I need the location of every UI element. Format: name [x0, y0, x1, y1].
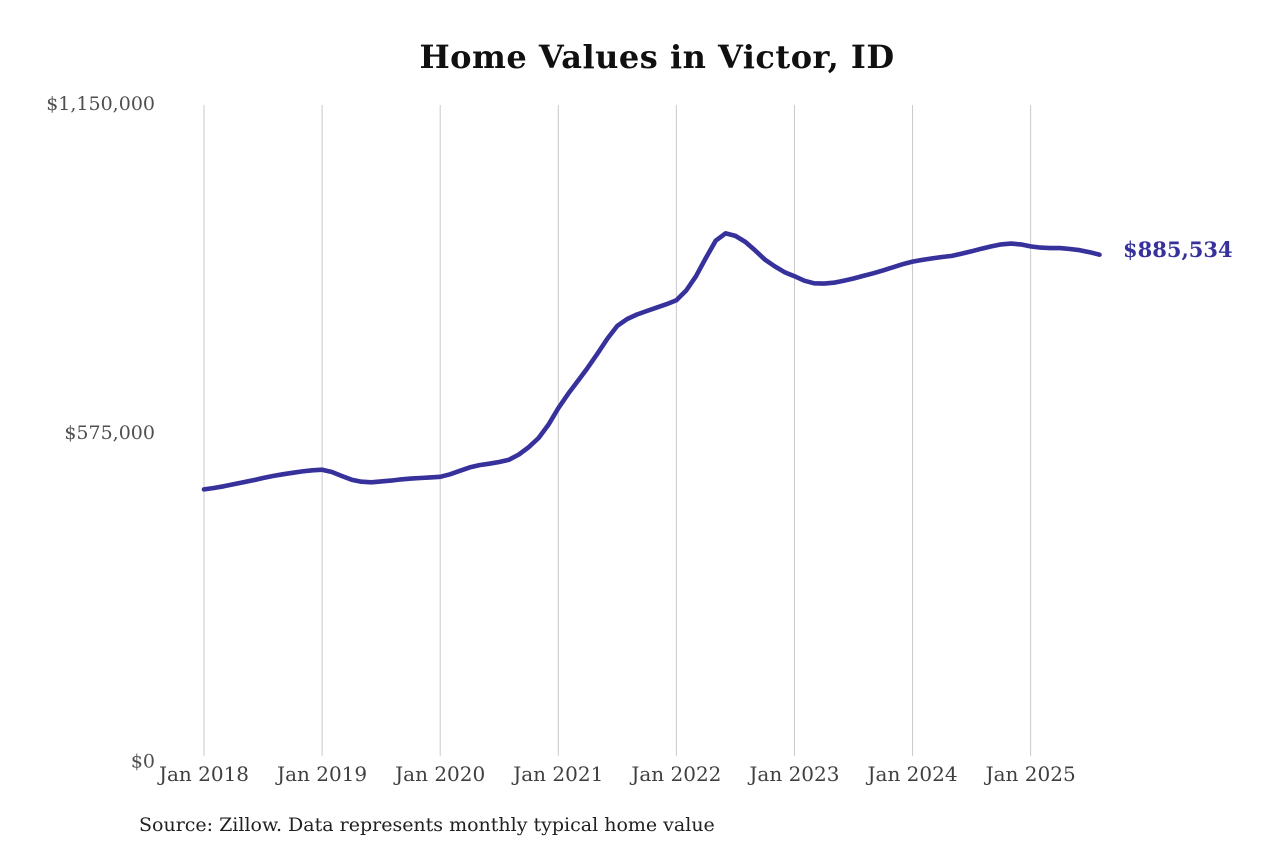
year-gridlines: [203, 105, 1032, 756]
x-axis-tick-label: Jan 2023: [747, 762, 839, 786]
chart-title: Home Values in Victor, ID: [419, 38, 895, 76]
x-axis-tick-label: Jan 2018: [157, 762, 249, 786]
x-axis-tick-label: Jan 2021: [511, 762, 603, 786]
x-axis-tick-label: Jan 2020: [393, 762, 485, 786]
y-axis-tick-labels: $1,150,000 $575,000 $0: [46, 93, 155, 773]
home-value-line: [201, 231, 1102, 492]
source-note: Source: Zillow. Data represents monthly …: [139, 814, 715, 836]
x-axis-tick-labels: Jan 2018 Jan 2019 Jan 2020 Jan 2021 Jan 2022…: [157, 762, 1076, 786]
x-axis-tick-label: Jan 2025: [984, 762, 1076, 786]
y-axis-tick-label: $575,000: [64, 422, 155, 444]
x-axis-tick-label: Jan 2022: [629, 762, 721, 786]
y-axis-tick-label: $0: [131, 751, 155, 773]
x-axis-tick-label: Jan 2019: [275, 762, 367, 786]
latest-value-label: $885,534: [1123, 237, 1233, 262]
x-axis-tick-label: Jan 2024: [866, 762, 958, 786]
y-axis-tick-label: $1,150,000: [46, 93, 155, 115]
